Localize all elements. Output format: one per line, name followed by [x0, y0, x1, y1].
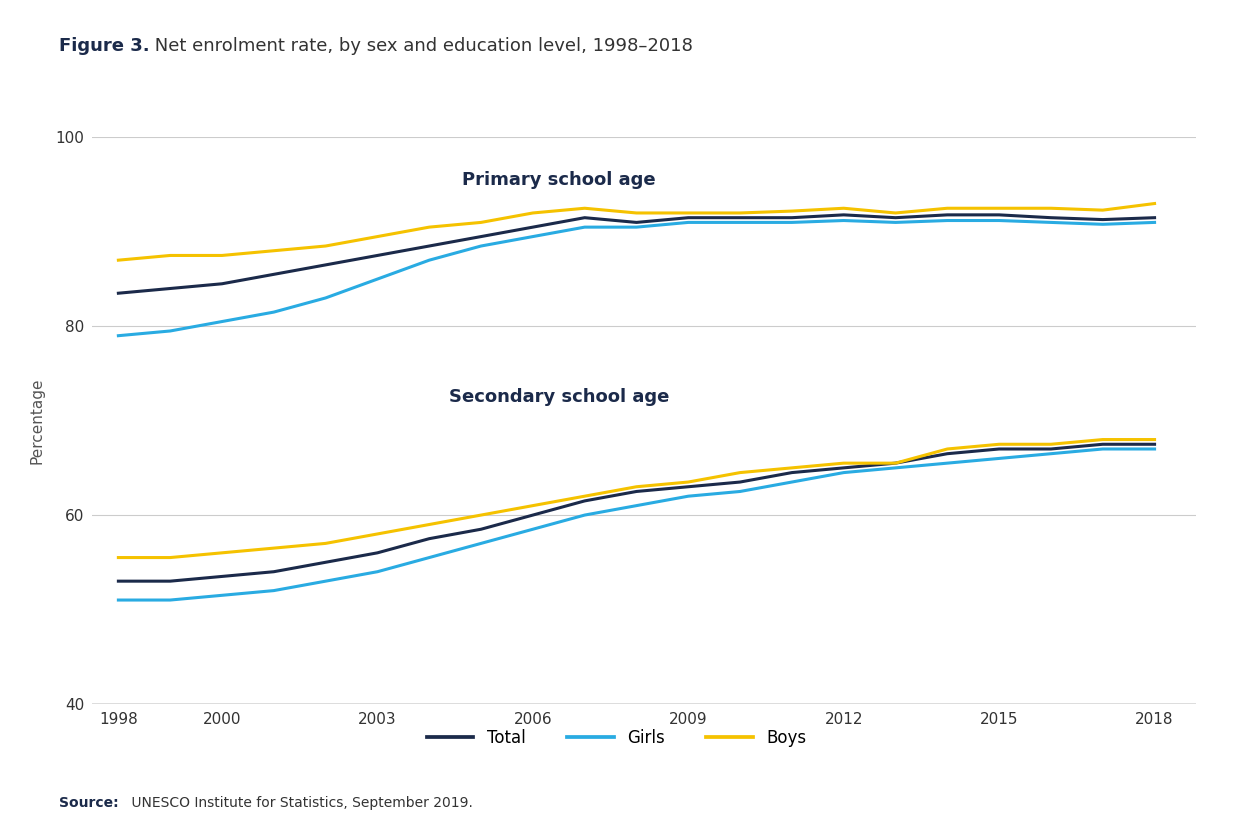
Y-axis label: Percentage: Percentage	[30, 377, 44, 464]
Text: Primary school age: Primary school age	[462, 171, 656, 189]
Text: Net enrolment rate, by sex and education level, 1998–2018: Net enrolment rate, by sex and education…	[149, 37, 693, 56]
Text: Source:: Source:	[59, 796, 118, 810]
Text: Figure 3.: Figure 3.	[59, 37, 149, 56]
Text: Secondary school age: Secondary school age	[449, 388, 670, 406]
Legend: Total, Girls, Boys: Total, Girls, Boys	[420, 722, 813, 754]
Text: UNESCO Institute for Statistics, September 2019.: UNESCO Institute for Statistics, Septemb…	[127, 796, 473, 810]
